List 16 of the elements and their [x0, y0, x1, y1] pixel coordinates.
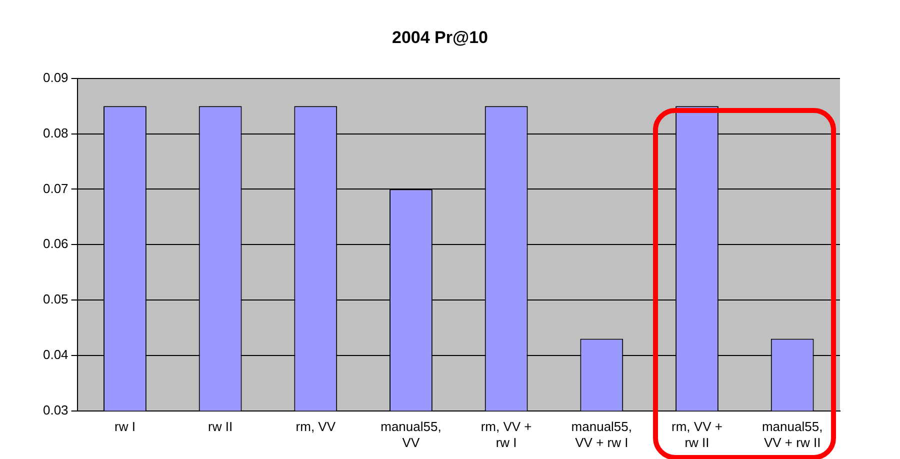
x-tick-label: rm, VV + rw I [480, 419, 532, 450]
x-tick-label: rw I [114, 419, 136, 434]
y-tick-label: 0.07 [42, 180, 68, 196]
x-tick-label: rm, VV [296, 419, 336, 434]
x-tick-label: rm, VV + rw II [672, 419, 722, 450]
x-tick-label: manual55, VV [380, 419, 442, 450]
y-tick-label: 0.05 [42, 292, 68, 307]
y-tick-label: 0.04 [42, 346, 68, 362]
x-tick-label: manual55, VV + rw II [762, 419, 823, 450]
y-tick-label: 0.03 [42, 402, 68, 418]
y-tick-label: 0.09 [42, 70, 68, 85]
x-tick-label: manual55, VV + rw I [571, 419, 632, 450]
y-tick-label: 0.08 [42, 125, 68, 140]
chart-title: 2004 Pr@10 [392, 28, 488, 47]
y-tick-label: 0.06 [42, 236, 68, 252]
x-tick-label: rw II [208, 419, 233, 434]
